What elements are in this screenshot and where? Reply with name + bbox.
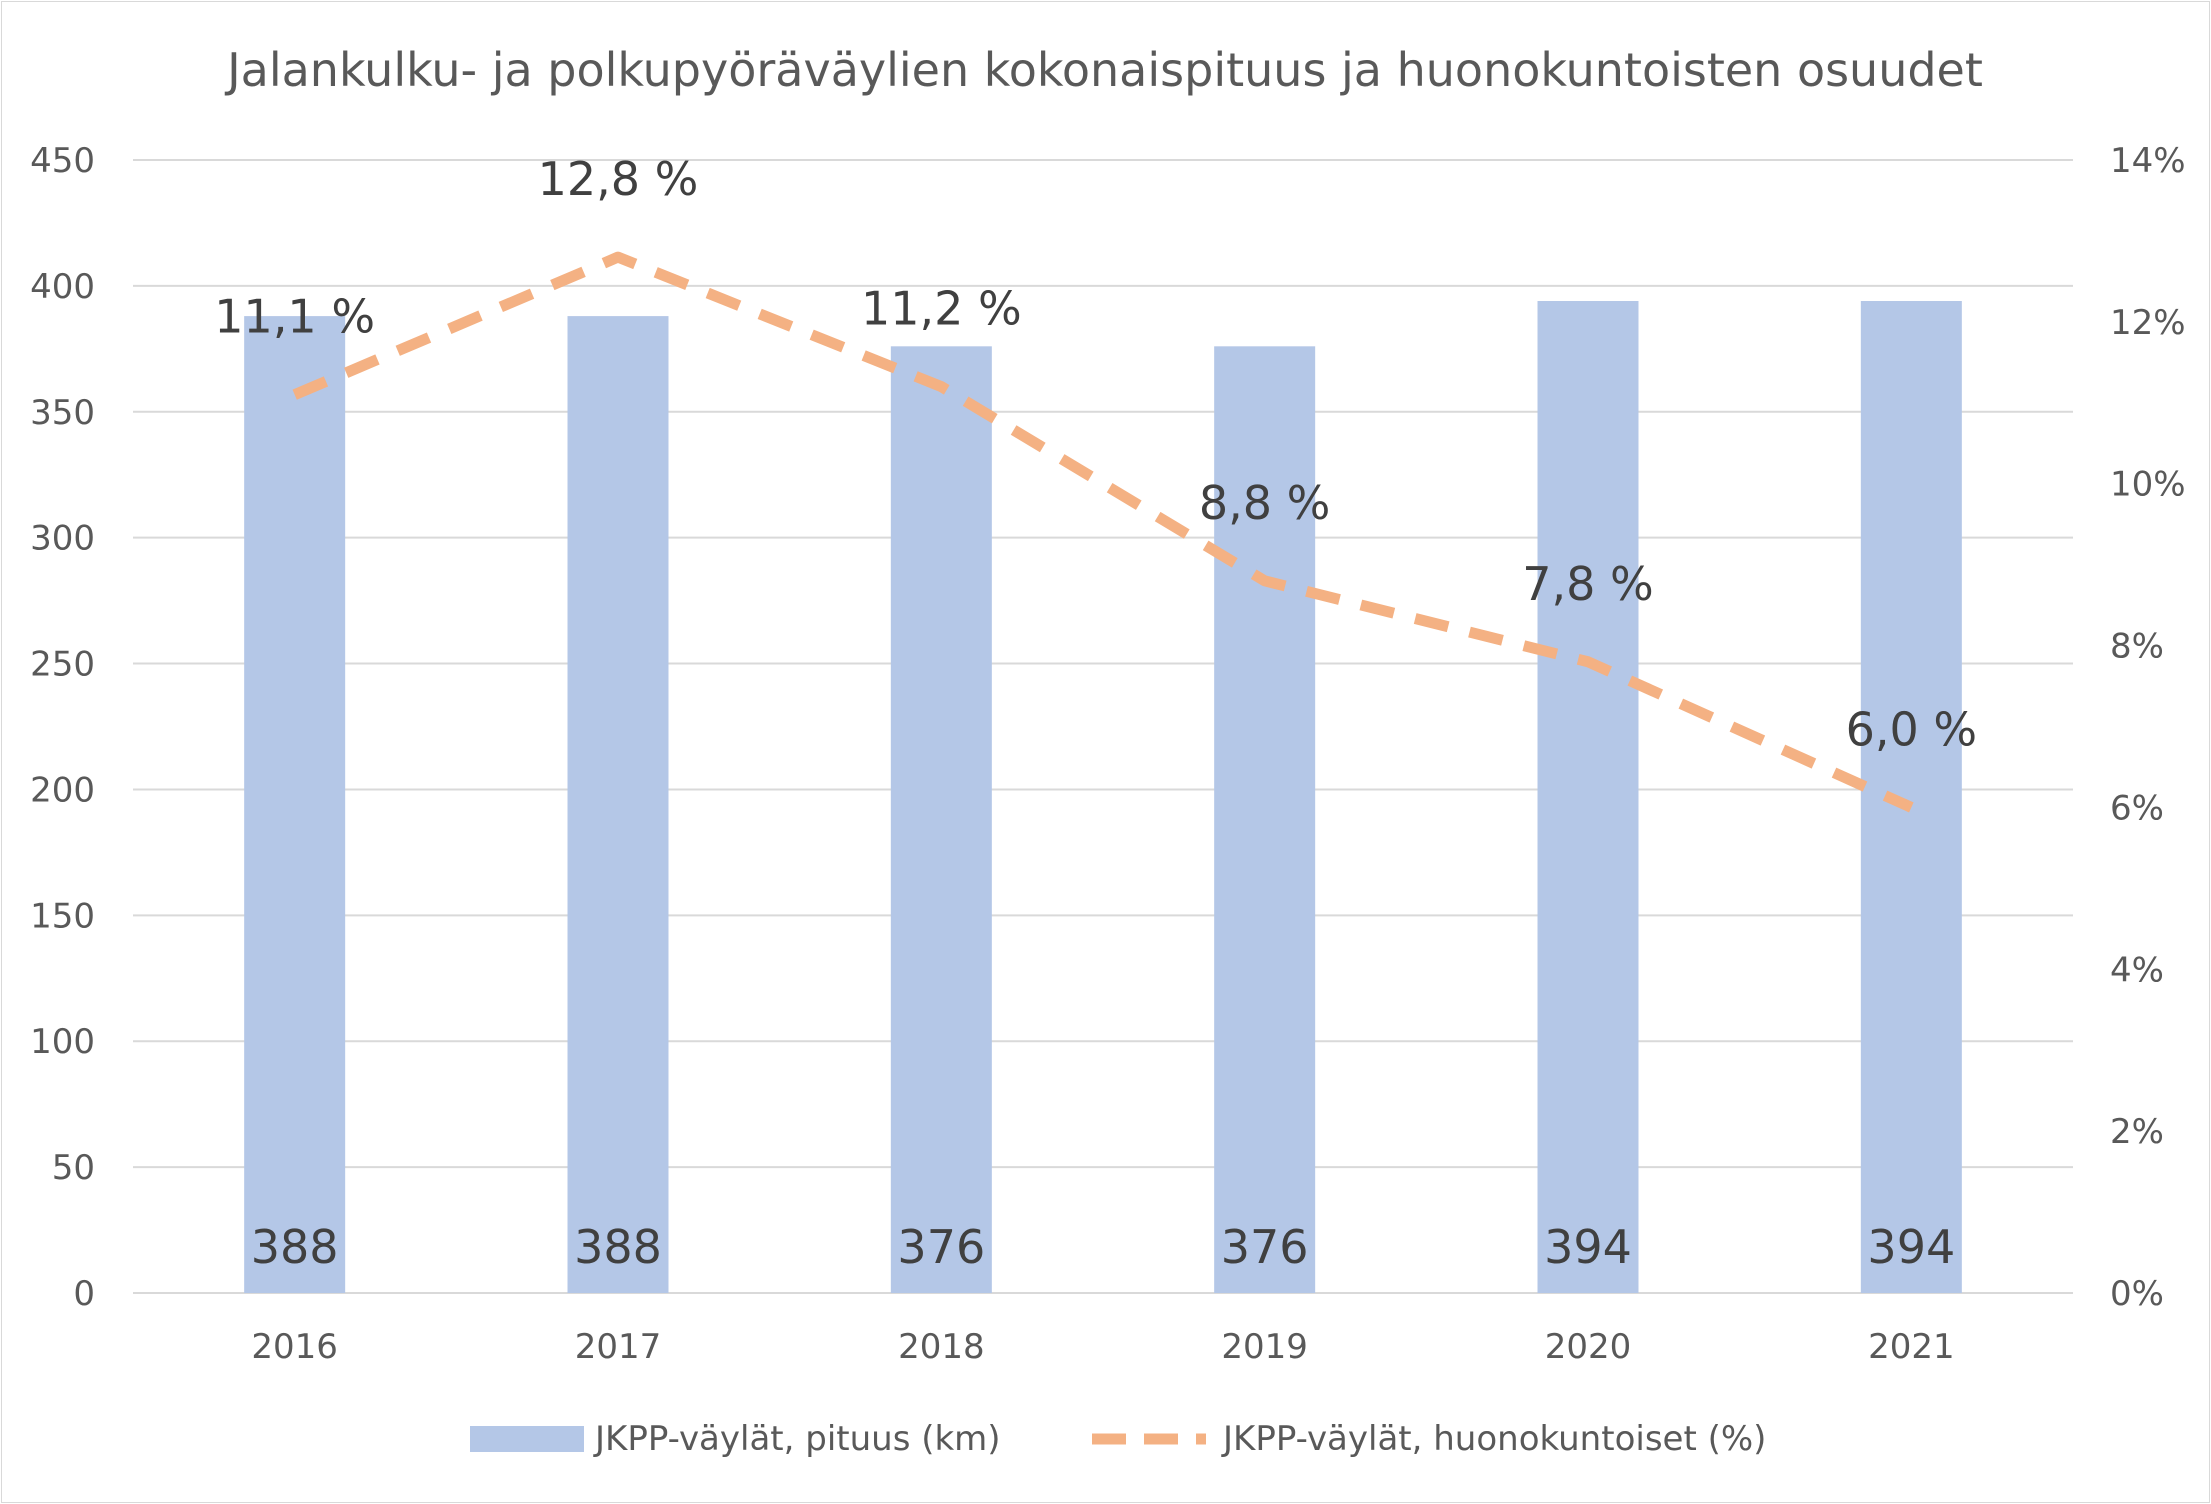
legend-label-line: JKPP-väylät, huonokuntoiset (%) <box>1221 1419 1766 1459</box>
line-series <box>292 251 1914 813</box>
bar-value-label: 388 <box>574 1220 662 1274</box>
bar <box>567 316 669 1293</box>
line-value-label: 7,8 % <box>1522 557 1654 611</box>
left-tick-label: 300 <box>30 519 95 559</box>
line-value-label: 6,0 % <box>1846 702 1978 756</box>
bar-value-label: 394 <box>1544 1220 1632 1274</box>
gridlines <box>133 159 2073 1294</box>
left-tick-label: 350 <box>30 393 95 433</box>
left-tick-label: 150 <box>30 896 95 936</box>
x-axis-ticks: 2016 2017 2018 2019 2020 2021 <box>251 1327 1954 1367</box>
left-tick-label: 450 <box>30 141 95 181</box>
right-tick-label: 14% <box>2110 141 2186 181</box>
bar <box>890 346 992 1293</box>
right-tick-label: 4% <box>2110 950 2164 990</box>
x-tick-label: 2021 <box>1868 1327 1955 1367</box>
x-tick-label: 2018 <box>898 1327 985 1367</box>
right-tick-label: 0% <box>2110 1274 2164 1314</box>
left-tick-label: 250 <box>30 645 95 685</box>
line-value-label: 11,2 % <box>861 282 1022 336</box>
line-value-label: 8,8 % <box>1199 476 1331 530</box>
left-tick-label: 400 <box>30 267 95 307</box>
legend-swatch-bar <box>470 1426 584 1452</box>
bar-data-labels: 388 388 376 376 394 394 <box>251 1220 1955 1274</box>
x-tick-label: 2020 <box>1545 1327 1632 1367</box>
bar-value-label: 376 <box>1221 1220 1309 1274</box>
right-axis-ticks: 0% 2% 4% 6% 8% 10% 12% 14% <box>2110 141 2186 1314</box>
bar <box>1214 346 1316 1293</box>
bar-value-label: 388 <box>251 1220 339 1274</box>
bar <box>1860 300 1962 1293</box>
line-value-label: 12,8 % <box>538 152 699 206</box>
right-tick-label: 12% <box>2110 303 2186 343</box>
right-tick-label: 10% <box>2110 465 2186 505</box>
chart-title: Jalankulku- ja polkupyöräväylien kokonai… <box>224 43 1983 97</box>
left-tick-label: 50 <box>52 1148 95 1188</box>
line-path <box>292 251 1914 813</box>
bar <box>244 316 346 1293</box>
right-tick-label: 8% <box>2110 627 2164 667</box>
left-tick-label: 0 <box>73 1274 95 1314</box>
left-tick-label: 100 <box>30 1022 95 1062</box>
right-tick-label: 6% <box>2110 788 2164 828</box>
line-value-label: 11,1 % <box>214 290 375 344</box>
left-axis-ticks: 0 50 100 150 200 250 300 350 400 450 <box>30 141 95 1314</box>
bar-series <box>244 300 1962 1293</box>
legend: JKPP-väylät, pituus (km) JKPP-väylät, hu… <box>470 1419 1766 1459</box>
bar-value-label: 394 <box>1867 1220 1955 1274</box>
bar <box>1537 300 1639 1293</box>
line-data-labels: 11,1 % 12,8 % 11,2 % 8,8 % 7,8 % 6,0 % <box>214 152 1977 756</box>
x-tick-label: 2017 <box>575 1327 662 1367</box>
bar-value-label: 376 <box>897 1220 985 1274</box>
right-tick-label: 2% <box>2110 1112 2164 1152</box>
x-tick-label: 2016 <box>251 1327 338 1367</box>
left-tick-label: 200 <box>30 770 95 810</box>
legend-label-bar: JKPP-väylät, pituus (km) <box>593 1419 1001 1459</box>
x-tick-label: 2019 <box>1221 1327 1308 1367</box>
